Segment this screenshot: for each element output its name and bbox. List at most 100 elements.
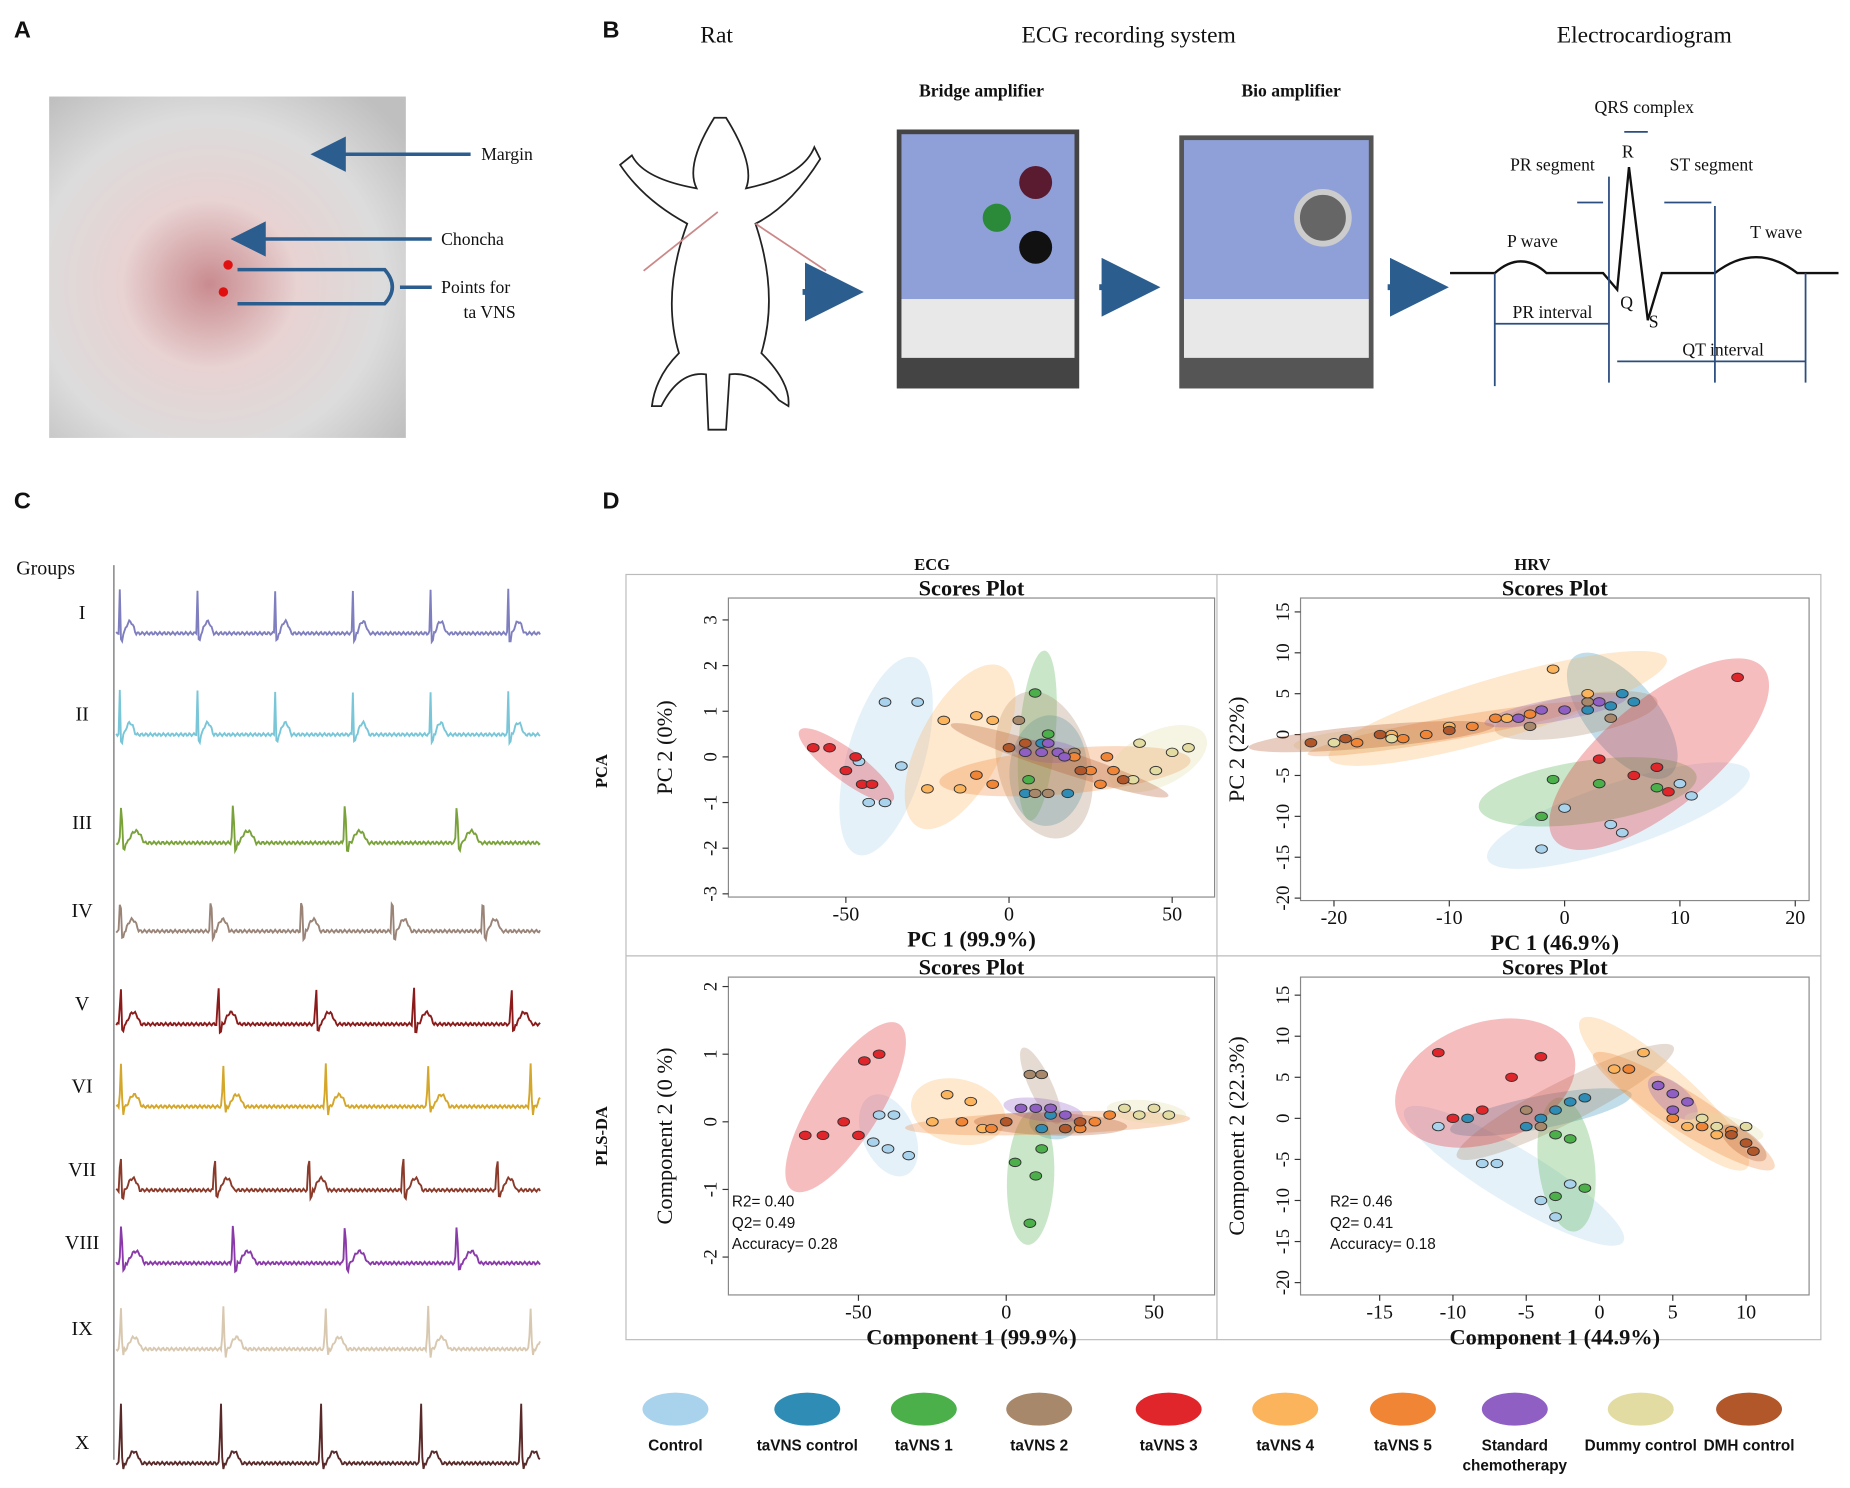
ecg-trace: [115, 1305, 541, 1358]
point: [1604, 701, 1618, 711]
point: [798, 1130, 812, 1141]
y-tick-label: -10: [1273, 804, 1294, 829]
group-label: II: [75, 703, 88, 725]
group-label: I: [79, 602, 86, 624]
x-tick-label: -20: [1321, 907, 1348, 929]
y-tick-label: 0: [1273, 730, 1294, 739]
point: [1650, 762, 1664, 772]
point: [1149, 765, 1163, 776]
ecg-trace: [115, 1225, 541, 1275]
y-tick-label: -20: [1273, 1270, 1294, 1295]
legend-swatch: [1716, 1392, 1783, 1426]
point: [1604, 819, 1618, 830]
point: [940, 1090, 954, 1100]
point: [986, 715, 1000, 726]
group-label: VI: [72, 1075, 93, 1097]
group-ellipse: [939, 746, 1191, 797]
point: [1118, 1103, 1131, 1113]
rat-drawing: [618, 116, 827, 431]
legend: Control taVNS control taVNS 1 taVNS 2 taVNS …: [642, 1392, 1795, 1474]
x-tick-label: 0: [1560, 907, 1570, 929]
legend-swatch: [1481, 1392, 1548, 1426]
legend-label: taVNS control: [757, 1437, 858, 1454]
ecg-label: ST segment: [1670, 155, 1754, 175]
point: [1028, 788, 1042, 799]
point: [1710, 1130, 1724, 1140]
y-tick-label: 15: [1273, 986, 1294, 1005]
legend-label: chemotherapy: [1463, 1457, 1568, 1474]
annotation: R2= 0.46: [1330, 1194, 1393, 1211]
point: [1666, 1105, 1680, 1115]
legend-label: taVNS 4: [1256, 1437, 1314, 1454]
y-tick-label: 10: [1273, 1027, 1294, 1046]
flow-arrows: [802, 257, 1449, 322]
y-tick-label: 2: [701, 661, 722, 670]
point: [1023, 1069, 1037, 1080]
point: [1615, 688, 1629, 699]
point: [866, 1137, 880, 1147]
column-title: ECG: [914, 555, 950, 574]
point: [1489, 713, 1502, 723]
point: [1695, 1113, 1709, 1124]
point: [1627, 770, 1641, 781]
y-tick-label: 15: [1273, 603, 1294, 622]
legend-label: taVNS 2: [1010, 1437, 1068, 1454]
x-tick-label: 5: [1668, 1301, 1678, 1323]
point: [1385, 733, 1398, 744]
ecg-trace: [115, 689, 541, 747]
point: [1431, 1121, 1445, 1132]
point: [1029, 1171, 1043, 1181]
point: [852, 1130, 865, 1141]
x-tick-label: 20: [1785, 907, 1805, 929]
legend-label: taVNS 3: [1140, 1437, 1198, 1454]
panel-label: B: [602, 17, 619, 43]
point: [964, 1096, 978, 1107]
plot-title: Scores Plot: [919, 955, 1025, 980]
y-tick-label: -15: [1273, 845, 1294, 870]
point: [806, 743, 820, 753]
ecg-label: QRS complex: [1595, 97, 1695, 117]
x-tick-label: -50: [845, 1301, 872, 1323]
point: [902, 1150, 916, 1161]
panel-frames: [625, 573, 1822, 1341]
ecg-trace: [115, 805, 541, 855]
point: [1100, 752, 1114, 762]
legend-swatch: [642, 1392, 709, 1426]
point: [1673, 778, 1687, 789]
point: [1419, 729, 1433, 740]
y-axis-label: PC 2 (0%): [652, 700, 677, 794]
point: [1116, 775, 1130, 785]
point: [1578, 1183, 1592, 1193]
point: [1061, 788, 1075, 799]
point: [1581, 705, 1595, 715]
label: ta VNS: [464, 302, 516, 322]
point: [1018, 747, 1032, 758]
point: [953, 784, 967, 794]
annotation: Q2= 0.41: [1330, 1215, 1393, 1232]
point: [1581, 688, 1595, 699]
point: [1725, 1130, 1738, 1140]
ecg-label: R: [1622, 142, 1634, 162]
y-axis-label: Component 2 (0 %): [652, 1048, 677, 1225]
point: [1512, 713, 1525, 723]
point: [1107, 765, 1120, 776]
row-label: PLS-DA: [592, 1106, 611, 1166]
legend-swatch: [1369, 1392, 1436, 1426]
point: [1549, 1212, 1562, 1222]
point: [1431, 1047, 1445, 1058]
point: [970, 711, 983, 721]
point: [1558, 803, 1571, 813]
ecg-label: P wave: [1507, 231, 1558, 251]
point: [911, 697, 925, 707]
point: [1695, 1121, 1709, 1132]
point: [1327, 738, 1341, 748]
group-ellipse: [1478, 757, 1697, 827]
point: [1592, 697, 1606, 707]
legend-label: DMH control: [1704, 1437, 1795, 1454]
point: [1094, 779, 1107, 789]
point: [1350, 738, 1364, 748]
point: [1558, 705, 1571, 715]
point: [1592, 754, 1606, 764]
group-label: VII: [68, 1159, 96, 1181]
